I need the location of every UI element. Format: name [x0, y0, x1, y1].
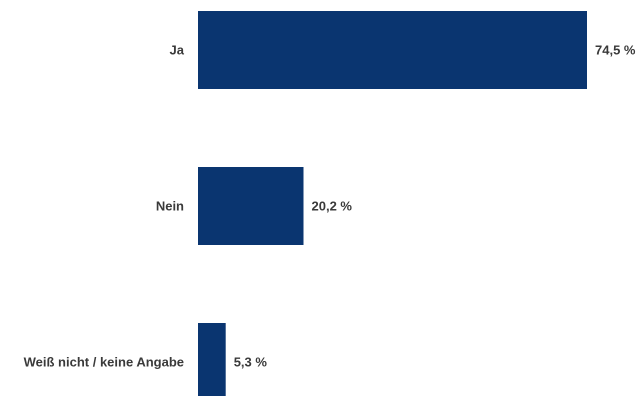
category-label-2: Weiß nicht / keine Angabe — [24, 355, 184, 370]
bar-1 — [198, 167, 304, 245]
value-label-1: 20,2 % — [312, 199, 353, 214]
value-label-0: 74,5 % — [595, 43, 636, 58]
category-label-1: Nein — [156, 199, 184, 214]
value-labels-group: 74,5 % 20,2 % 5,3 % — [234, 43, 636, 370]
bar-2 — [198, 323, 226, 396]
category-label-0: Ja — [170, 43, 185, 58]
bar-0 — [198, 11, 587, 89]
bars-group — [198, 11, 587, 396]
value-label-2: 5,3 % — [234, 355, 268, 370]
category-labels-group: Ja Nein Weiß nicht / keine Angabe — [24, 43, 185, 370]
